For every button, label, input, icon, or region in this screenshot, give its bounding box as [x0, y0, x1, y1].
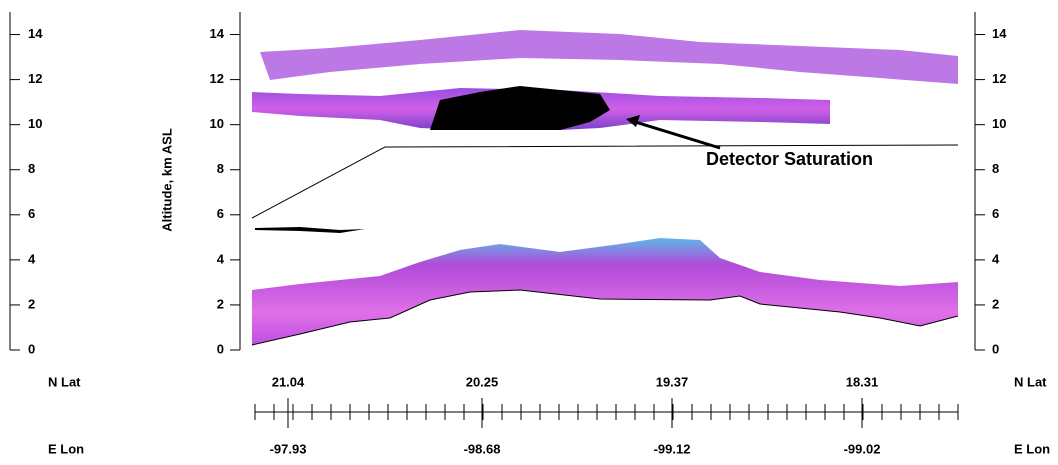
lon-value: -98.68 [464, 441, 501, 456]
y-tick-label: 10 [28, 116, 42, 131]
y-axis-label: Altitude, km ASL [159, 128, 174, 232]
y-tick-label: 0 [217, 341, 224, 356]
y-tick-label: 0 [992, 341, 999, 356]
lon-value: -99.12 [654, 441, 691, 456]
y-tick-label: 14 [992, 26, 1007, 41]
y-tick-label: 4 [992, 251, 1000, 266]
arrow-head [626, 115, 640, 127]
y-tick-label: 6 [28, 206, 35, 221]
lon-value: -97.93 [270, 441, 307, 456]
y-tick-label: 2 [992, 296, 999, 311]
lat-label: N Lat [1014, 374, 1047, 389]
lon-value: -99.02 [844, 441, 881, 456]
lat-value: 19.37 [656, 374, 689, 389]
y-tick-label: 12 [28, 71, 42, 86]
lat-label: N Lat [48, 374, 81, 389]
y-tick-label: 6 [217, 206, 224, 221]
y-tick-label: 8 [28, 161, 35, 176]
lat-value: 21.04 [272, 374, 305, 389]
y-tick-label: 10 [210, 116, 224, 131]
lon-label: E Lon [48, 441, 84, 456]
position-ruler [254, 398, 959, 428]
y-tick-label: 2 [217, 296, 224, 311]
y-tick-label: 4 [217, 251, 225, 266]
y-tick-label: 8 [217, 161, 224, 176]
y-tick-label: 14 [210, 26, 225, 41]
y-tick-label: 0 [28, 341, 35, 356]
y-tick-label: 4 [28, 251, 36, 266]
y-tick-label: 2 [28, 296, 35, 311]
annotation-arrow [631, 119, 721, 150]
y-tick-label: 8 [992, 161, 999, 176]
lon-label: E Lon [1014, 441, 1050, 456]
curtain-image [251, 30, 959, 346]
y-tick-label: 14 [28, 26, 43, 41]
lat-value: 20.25 [466, 374, 499, 389]
y-tick-label: 10 [992, 116, 1006, 131]
y-tick-label: 12 [992, 71, 1006, 86]
annotation: Detector Saturation [706, 149, 873, 169]
lat-value: 18.31 [846, 374, 879, 389]
y-tick-label: 6 [992, 206, 999, 221]
y-tick-label: 12 [210, 71, 224, 86]
